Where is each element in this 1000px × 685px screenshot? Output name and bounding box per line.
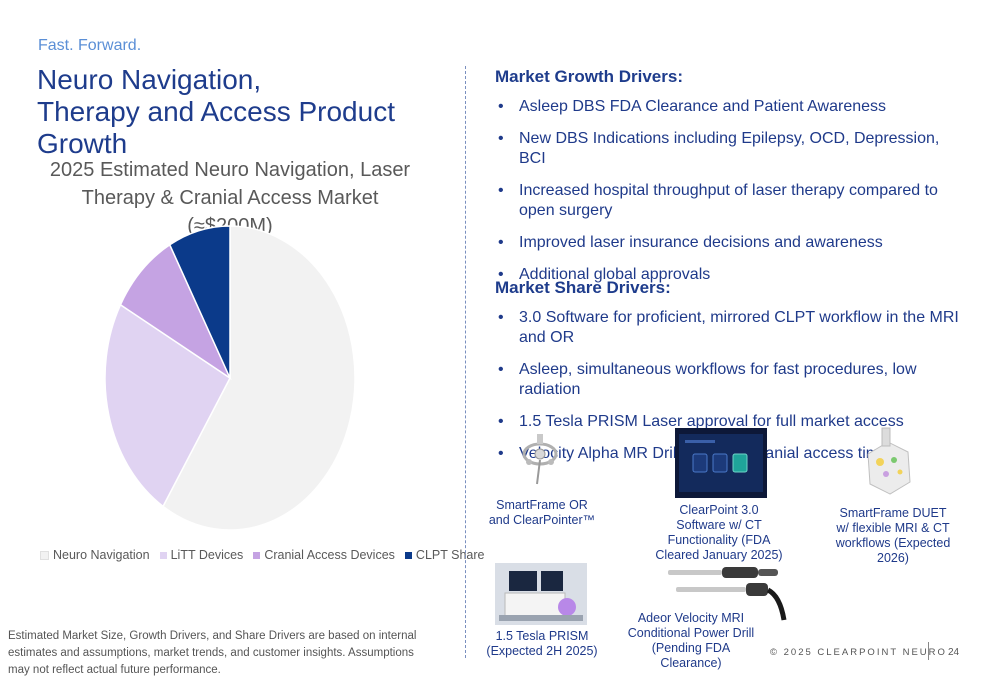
- legend-item: LiTT Devices: [159, 548, 244, 562]
- share-item: Asleep, simultaneous workflows for fast …: [495, 360, 969, 400]
- legend-swatch: [253, 551, 261, 559]
- legend-item: CLPT Share: [404, 548, 485, 562]
- legend-swatch: [159, 551, 167, 559]
- legend-label: Neuro Navigation: [53, 548, 150, 562]
- pie-slice-neuro-navigation: [162, 225, 356, 531]
- growth-heading: Market Growth Drivers:: [495, 67, 683, 86]
- footer-copyright: © 2025 CLEARPOINT NEURO: [770, 647, 947, 658]
- chart-title-line-1: 2025 Estimated Neuro Navigation, Laser: [49, 159, 411, 181]
- legend-label: CLPT Share: [415, 548, 485, 562]
- legend-swatch: [40, 550, 49, 560]
- velocity-drill-caption: Adeor Velocity MRI Conditional Power Dri…: [627, 611, 755, 670]
- prism-caption: 1.5 Tesla PRISM (Expected 2H 2025): [486, 629, 598, 658]
- page-number: 24: [948, 647, 960, 658]
- pie-slice-clpt-share: [168, 225, 231, 379]
- clearpoint-software-caption: ClearPoint 3.0 Software w/ CT Functional…: [655, 503, 783, 562]
- chart-legend: Neuro Navigation LiTT Devices Cranial Acce…: [40, 548, 484, 562]
- growth-item: Increased hospital throughput of laser t…: [495, 181, 969, 221]
- tagline: Fast. Forward.: [38, 37, 142, 54]
- smartframe-duet-caption: SmartFrame DUET w/ flexible MRI & CT wor…: [835, 506, 951, 565]
- share-heading: Market Share Drivers:: [495, 278, 671, 297]
- velocity-drill-image: [668, 567, 787, 621]
- smartframe-or-image: [522, 434, 558, 485]
- prism-system-image: [495, 563, 587, 625]
- growth-item: New DBS Indications including Epilepsy, …: [495, 129, 969, 169]
- pie-slice-litt-devices: [104, 303, 231, 508]
- legend-label: LiTT Devices: [170, 548, 244, 562]
- growth-item: Additional global approvals: [495, 265, 969, 285]
- growth-list: Asleep DBS FDA Clearance and Patient Awa…: [495, 97, 969, 297]
- share-list: 3.0 Software for proficient, mirrored CL…: [495, 308, 969, 476]
- clearpoint-software-image: [675, 428, 767, 498]
- share-item: 3.0 Software for proficient, mirrored CL…: [495, 308, 969, 348]
- share-item: 1.5 Tesla PRISM Laser approval for full …: [495, 412, 969, 432]
- smartframe-or-caption: SmartFrame OR and ClearPointer™: [488, 498, 596, 527]
- legend-item: Neuro Navigation: [40, 548, 150, 562]
- growth-item: Asleep DBS FDA Clearance and Patient Awa…: [495, 97, 969, 117]
- legend-label: Cranial Access Devices: [264, 548, 395, 562]
- title-line-2: Therapy and Access Product Growth: [37, 96, 395, 159]
- legend-swatch: [404, 551, 412, 559]
- disclaimer: Estimated Market Size, Growth Drivers, a…: [8, 630, 417, 676]
- market-pie-chart: [104, 225, 356, 531]
- footer-separator: [928, 642, 929, 660]
- page-title: Neuro Navigation, Therapy and Access Pro…: [37, 64, 457, 160]
- smartframe-duet-image: [867, 427, 911, 495]
- growth-item: Improved laser insurance decisions and a…: [495, 233, 969, 253]
- column-divider: [465, 66, 466, 658]
- pie-slice-cranial-access-devices: [119, 243, 232, 381]
- legend-item: Cranial Access Devices: [253, 548, 395, 562]
- title-line-1: Neuro Navigation,: [37, 64, 262, 95]
